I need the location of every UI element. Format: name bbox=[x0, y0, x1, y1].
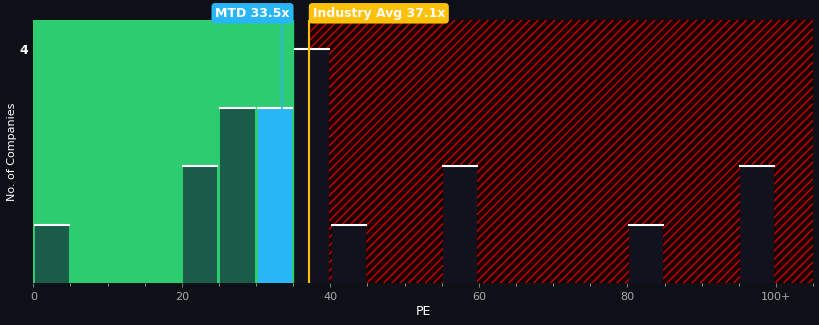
Text: Industry Avg 37.1x: Industry Avg 37.1x bbox=[312, 7, 445, 20]
Bar bbox=[220, 108, 255, 283]
X-axis label: PE: PE bbox=[415, 305, 430, 318]
Y-axis label: No. of Companies: No. of Companies bbox=[7, 102, 17, 201]
Bar bbox=[740, 166, 773, 283]
Bar bbox=[294, 49, 328, 283]
Bar bbox=[183, 166, 217, 283]
Bar bbox=[443, 166, 477, 283]
Bar bbox=[257, 108, 292, 283]
Text: MTD 33.5x: MTD 33.5x bbox=[215, 7, 289, 20]
Bar bbox=[34, 225, 69, 283]
Bar bbox=[332, 225, 365, 283]
Bar bbox=[628, 225, 663, 283]
Bar bbox=[34, 20, 293, 283]
Bar bbox=[309, 20, 812, 283]
